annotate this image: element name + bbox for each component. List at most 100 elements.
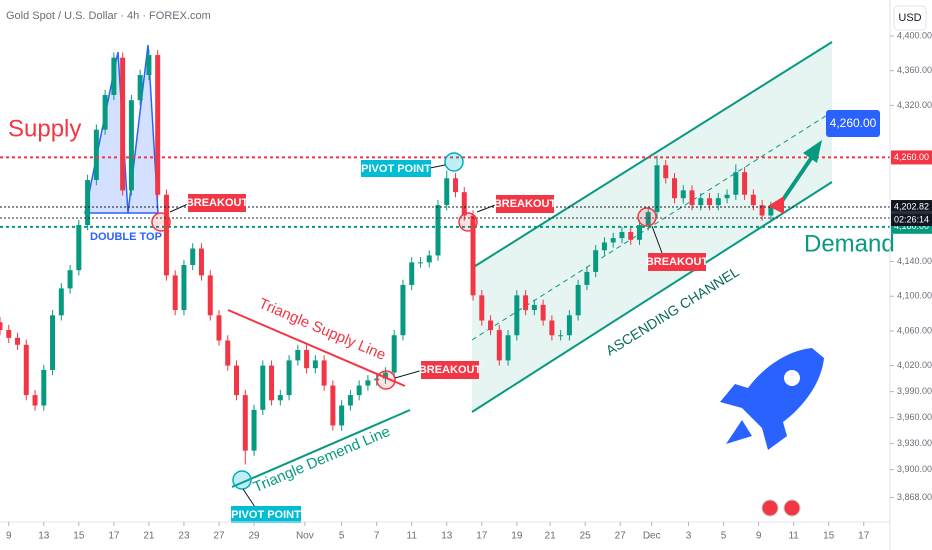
x-tick-label: 15 [823,531,835,542]
candle-body [155,55,161,195]
candle-body [111,57,117,95]
breakout-label: BREAKOUT [419,364,482,376]
candle-body [566,315,572,336]
candle-body [540,304,546,321]
candle-body [251,409,257,451]
candle-body [488,320,494,331]
candle-body [382,372,388,379]
candle-body [636,225,642,240]
candle-body [260,365,266,410]
candle-body [593,250,599,272]
candle-body [190,248,196,265]
x-tick-label: 13 [38,531,50,542]
currency-button[interactable] [893,5,927,31]
breakout-circle [376,370,396,390]
x-tick-label: 9 [756,531,762,542]
drawings: 4,260.00 [151,110,880,517]
double-top-label: DOUBLE TOP [90,231,162,243]
connector [242,488,256,508]
candle-body [768,206,774,216]
candle-body [198,248,204,276]
x-tick-label: 5 [721,531,727,542]
candle-body [304,349,310,369]
candle-body [269,365,275,401]
candle-body [453,178,459,193]
candle-body [715,198,721,206]
candle-body [742,172,748,195]
x-tick-label: 25 [580,531,592,542]
y-tick-label: 4,400.00 [897,30,932,40]
candle-body [181,264,187,311]
demand-label: Demand [804,230,895,257]
price-label: 4,180.00 [894,221,929,231]
x-tick-label: 17 [108,531,120,542]
candle-body [85,179,91,226]
rocket-flame [726,420,752,444]
chart-header: Gold Spot / U.S. Dollar · 4h · FOREX.com [6,10,211,22]
candle-body [207,275,213,316]
candle-body [470,215,476,296]
candle-body [417,262,423,264]
y-tick-label: 3,960.00 [897,412,932,422]
connector [429,164,446,169]
candle-body [558,335,564,337]
candle-body [680,190,686,199]
x-tick-label: 23 [178,531,190,542]
candle-body [23,344,29,396]
breakout-box [648,253,706,271]
channel-mid [471,111,833,341]
countdown-box [891,214,932,227]
breakout-box [496,195,554,213]
breakout-circle [151,212,171,232]
candle-body [128,100,134,191]
triangle-supply-line [227,309,406,387]
candle-body [479,295,485,321]
candle-body [698,198,704,206]
event-flag [783,499,801,517]
target-box [826,110,880,137]
candle-body [163,194,169,276]
y-tick-label: 3,930.00 [897,438,932,448]
y-tick-label: 3,990.00 [897,386,932,396]
candle-body [41,369,47,406]
candle-body [444,178,450,206]
candle-body [6,330,12,338]
currency-label[interactable]: USD [898,12,921,24]
candle-body [409,262,415,285]
candle-body [137,75,143,101]
candle-body [584,271,590,285]
breakout-box [188,194,246,212]
connector [169,202,191,213]
candle-body [365,380,371,386]
candle-body [339,405,345,426]
breakout-label: BREAKOUT [186,197,249,209]
candle-body [645,212,651,226]
candle-body [601,242,607,251]
candle-body [347,395,353,406]
channel-lower [471,181,833,413]
red-arrow-head [768,196,784,214]
pivot-box [361,160,431,177]
candle-body [67,270,73,289]
pivot-label: PIVOT POINT [231,509,301,521]
y-tick-label: 4,100.00 [897,291,932,301]
candle-body [759,205,765,216]
candle-body [146,55,152,76]
rocket-window [784,370,800,386]
candle-body [435,205,441,256]
candle-body [619,232,625,239]
triangle-demand-line [231,409,411,488]
y-tick-label: 4,360.00 [897,65,932,75]
x-tick-label: Dec [643,531,661,542]
pivot-circle [444,152,464,172]
candle-body [234,365,240,396]
channel-upper [471,41,833,269]
candle-body [295,349,301,361]
x-tick-label: 17 [476,531,488,542]
breakout-label: BREAKOUT [494,198,557,210]
candle-body [426,255,432,263]
candle-body [277,395,283,401]
candle-body [496,330,502,361]
x-tick-label: 11 [407,531,418,542]
candle-body [654,165,660,213]
